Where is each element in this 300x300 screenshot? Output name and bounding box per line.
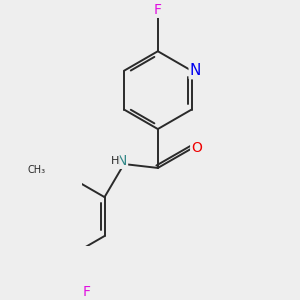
Text: O: O xyxy=(191,141,202,155)
Text: N: N xyxy=(190,63,201,78)
Text: F: F xyxy=(82,285,90,299)
Text: CH₃: CH₃ xyxy=(28,165,46,175)
Text: N: N xyxy=(117,154,127,168)
Text: H: H xyxy=(111,156,119,166)
Text: F: F xyxy=(154,3,162,17)
